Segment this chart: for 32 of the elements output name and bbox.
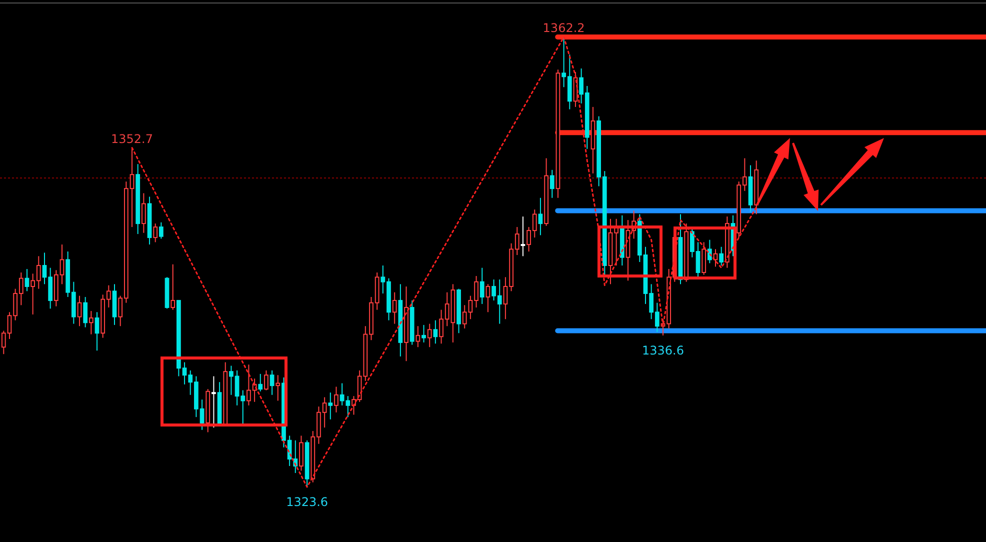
candlestick — [24, 268, 30, 292]
candlestick — [334, 386, 338, 413]
candlestick — [88, 310, 94, 335]
annotation: 1362.2 — [542, 21, 585, 35]
candlestick — [702, 242, 706, 276]
candlestick — [299, 435, 304, 472]
annotation: 1336.6 — [642, 343, 684, 358]
candlestick — [328, 392, 333, 420]
candlestick — [170, 264, 176, 310]
candlestick — [538, 197, 543, 236]
candlestick — [264, 370, 268, 391]
candlestick — [258, 373, 263, 392]
candlestick — [94, 312, 100, 352]
candlestick — [416, 326, 420, 348]
candlestick — [270, 370, 274, 396]
candlestick — [159, 222, 164, 240]
candlestick — [77, 295, 82, 327]
candlestick — [433, 320, 438, 344]
candlestick — [276, 374, 280, 402]
candlestick — [141, 192, 146, 234]
candlestick — [550, 169, 554, 198]
candlestick — [422, 324, 426, 343]
annotation: 1352.7 — [111, 132, 154, 146]
candlestick — [719, 246, 724, 266]
candlestick — [427, 323, 432, 348]
candlestick — [707, 239, 712, 264]
candlestick — [153, 223, 158, 243]
candlestick — [486, 284, 490, 313]
candlestick — [83, 296, 88, 328]
candlestick — [392, 292, 397, 324]
candlestick — [480, 267, 484, 304]
annotation: 1323.6 — [286, 495, 328, 509]
